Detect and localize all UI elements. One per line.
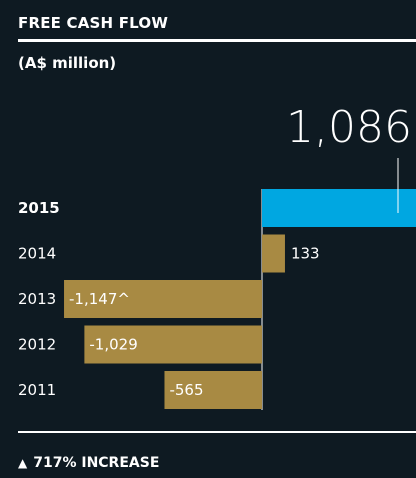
- triangle-up-icon: ▲: [18, 456, 28, 470]
- category-label-2012: 2012: [18, 336, 56, 354]
- bar-2013: [64, 280, 262, 318]
- category-label-2015: 2015: [18, 199, 60, 217]
- bottom-rule: [18, 431, 416, 433]
- category-label-2013: 2013: [18, 290, 56, 308]
- bar-2012: [84, 325, 263, 364]
- category-label-2011: 2011: [18, 381, 56, 399]
- title-rule: [18, 39, 416, 42]
- category-label-2014: 2014: [18, 245, 56, 263]
- value-label-2013: -1,147^: [69, 290, 130, 308]
- value-label-2015: 1,086: [286, 102, 412, 153]
- change-text: 717% INCREASE: [33, 455, 160, 471]
- value-label-2012: -1,029: [89, 336, 137, 354]
- value-label-2014: 133: [291, 245, 320, 263]
- bar-2014: [262, 234, 285, 273]
- bar-2015: [262, 189, 416, 227]
- value-label-2011: -565: [169, 381, 203, 399]
- bar-2011: [164, 371, 262, 409]
- unit-label: (A$ million): [18, 54, 117, 72]
- chart-title: FREE CASH FLOW: [18, 14, 169, 32]
- change-indicator: ▲ 717% INCREASE: [18, 455, 159, 471]
